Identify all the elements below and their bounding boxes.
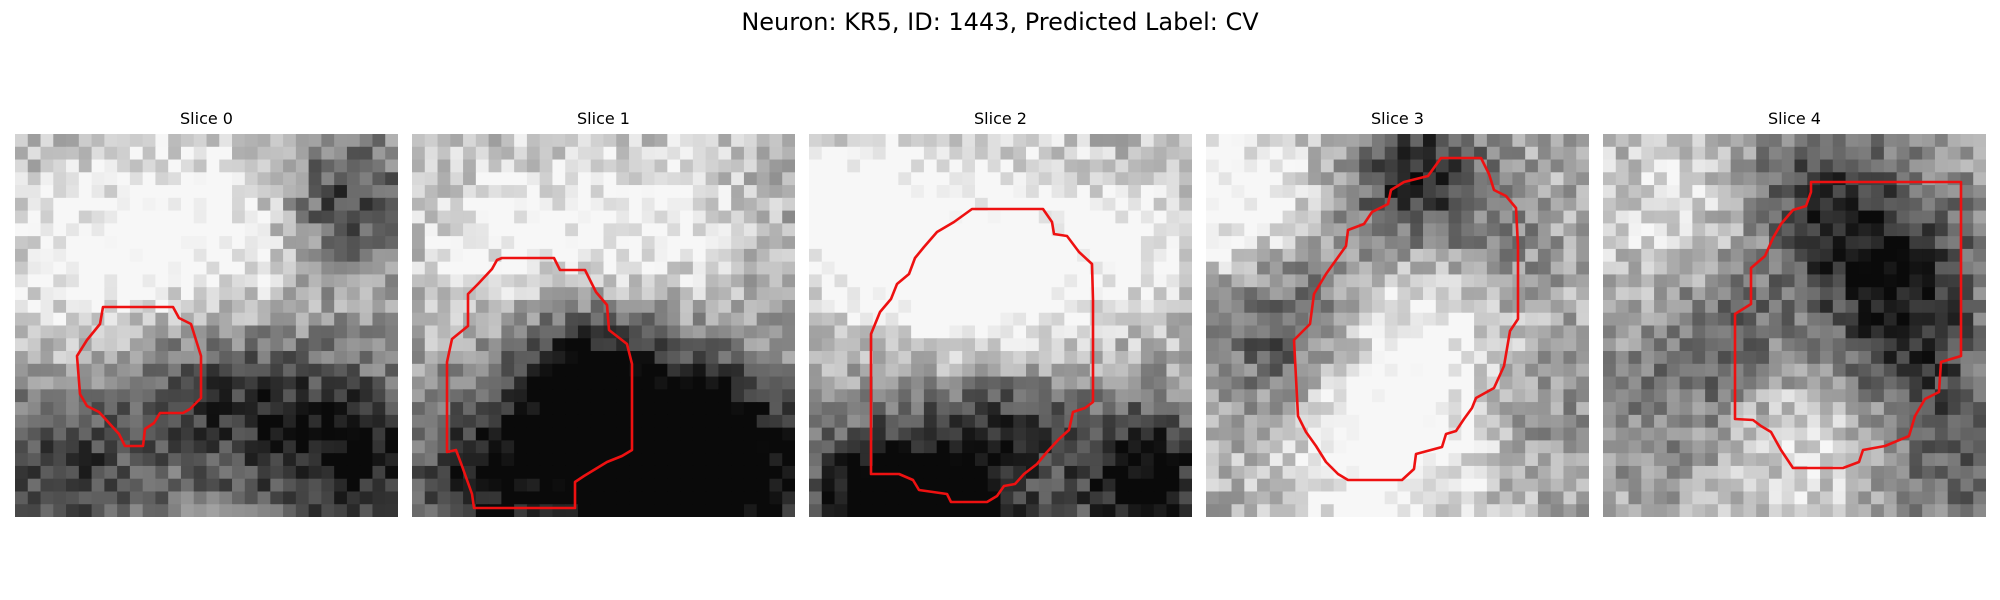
slice-image-4: [1603, 134, 1986, 517]
slice-title-4: Slice 4: [1768, 109, 1821, 128]
slice-image-0: [15, 134, 398, 517]
figure-title: Neuron: KR5, ID: 1443, Predicted Label: …: [741, 8, 1259, 36]
roi-contour-1: [445, 256, 634, 510]
slice-image-2: [809, 134, 1192, 517]
slice-pixels-2: [809, 134, 1192, 517]
roi-contour-4: [1733, 180, 1963, 470]
roi-contour-2: [869, 207, 1095, 504]
slice-title-3: Slice 3: [1371, 109, 1424, 128]
roi-contour-0: [75, 305, 203, 448]
slice-panel-3: Slice 3: [1206, 108, 1589, 518]
slice-pixels-0: [15, 134, 398, 517]
slice-panel-2: Slice 2: [809, 108, 1192, 518]
slice-pixels-4: [1603, 134, 1986, 517]
slice-pixels-3: [1206, 134, 1589, 517]
slice-panel-4: Slice 4: [1603, 108, 1986, 518]
slice-title-0: Slice 0: [180, 109, 233, 128]
slice-panel-0: Slice 0: [15, 108, 398, 518]
slice-image-1: [412, 134, 795, 517]
roi-contour-3: [1292, 156, 1520, 482]
slice-pixels-1: [412, 134, 795, 517]
slice-title-2: Slice 2: [974, 109, 1027, 128]
slice-title-1: Slice 1: [577, 109, 630, 128]
slice-panel-1: Slice 1: [412, 108, 795, 518]
slice-image-3: [1206, 134, 1589, 517]
